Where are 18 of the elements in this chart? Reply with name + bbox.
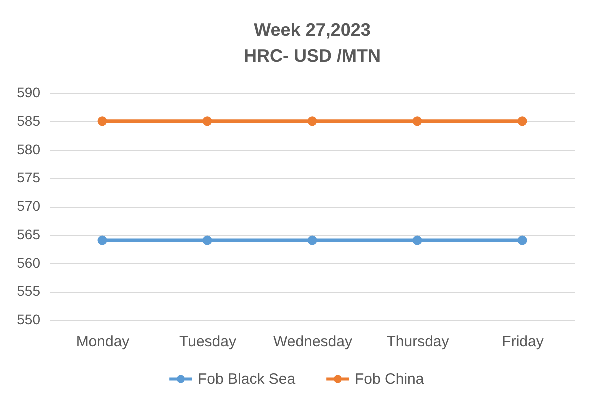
y-tick-label: 555 <box>17 283 41 300</box>
legend-label: Fob Black Sea <box>198 371 296 388</box>
y-tick-label: 565 <box>17 226 41 242</box>
y-tick-label: 590 <box>17 84 41 100</box>
x-tick-label: Tuesday <box>180 334 237 350</box>
y-tick-label: 560 <box>17 254 41 271</box>
legend-label: Fob China <box>355 371 425 388</box>
chart-title: Week 27,2023 <box>254 20 371 40</box>
x-tick-label: Wednesday <box>274 334 353 350</box>
x-tick-label: Monday <box>76 334 130 350</box>
x-tick-label: Thursday <box>386 334 450 350</box>
y-tick-label: 550 <box>17 312 41 328</box>
chart-subtitle: HRC- USD /MTN <box>244 46 381 66</box>
y-tick-label: 575 <box>17 170 41 186</box>
y-tick-label: 585 <box>17 112 41 129</box>
y-tick-label: 580 <box>17 141 41 158</box>
x-tick-label: Friday <box>502 334 544 350</box>
y-tick-label: 570 <box>17 198 41 214</box>
